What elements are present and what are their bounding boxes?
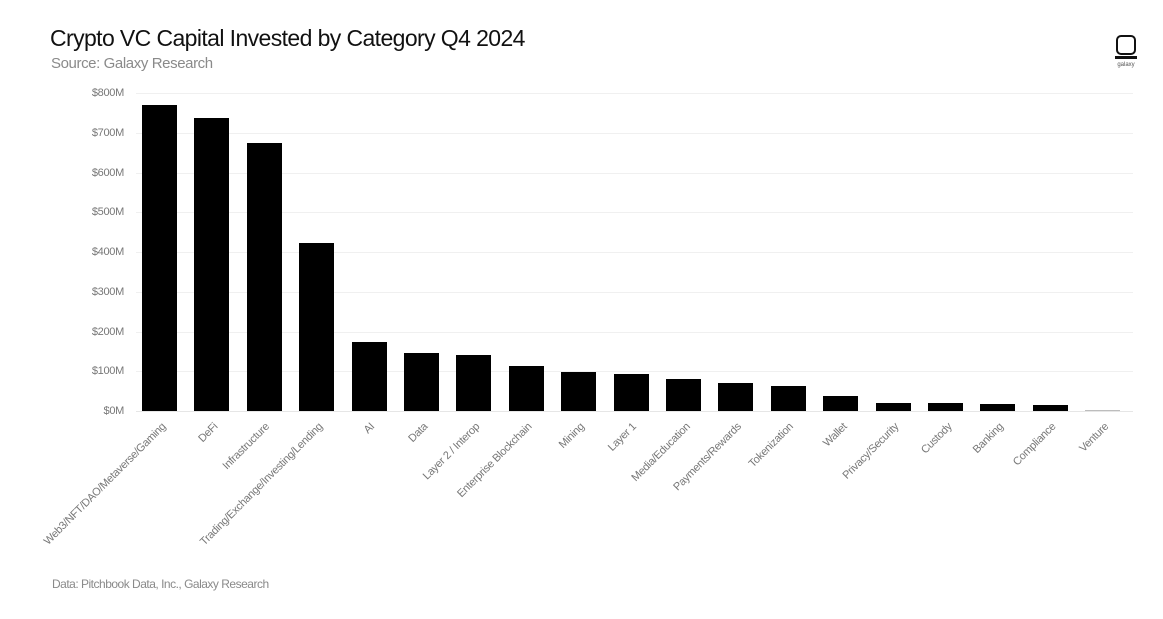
x-tick-label: Data	[405, 420, 430, 445]
gridline	[136, 371, 1133, 373]
y-tick-label: $700M	[91, 126, 124, 139]
y-tick-label: $600M	[91, 166, 124, 179]
bar-privacy-security	[875, 403, 911, 411]
galaxy-logo-icon	[1115, 35, 1137, 59]
bar-venture	[1085, 410, 1121, 411]
bar-layer-1	[613, 374, 649, 411]
y-tick-label: $800M	[91, 87, 124, 99]
x-tick-label: Privacy/Security	[840, 420, 902, 482]
x-tick-label: Infrastructure	[220, 420, 273, 473]
y-tick-label: $100M	[91, 365, 124, 378]
x-tick-label: DeFi	[196, 420, 221, 445]
chart-title: Crypto VC Capital Invested by Category Q…	[50, 25, 525, 51]
bar-data	[404, 352, 439, 411]
galaxy-logo: galaxy	[1110, 35, 1142, 68]
bar-ai	[351, 341, 387, 411]
x-tick-label: Trading/Exchange/Investing/Lending	[197, 420, 325, 549]
bar-payments-rewards	[718, 383, 754, 411]
gridline	[136, 252, 1133, 253]
y-tick-label: $400M	[91, 246, 124, 258]
x-tick-label: AI	[361, 420, 378, 437]
y-tick-label: $200M	[91, 325, 124, 338]
x-tick-label: Wallet	[820, 420, 850, 450]
chart-subtitle: Source: Galaxy Research	[51, 55, 213, 72]
gridline	[136, 132, 1133, 134]
x-tick-label: Custody	[918, 420, 955, 457]
bar-infrastructure	[246, 143, 282, 411]
gridline	[136, 93, 1133, 94]
bar-enterprise-blockchain	[508, 366, 544, 411]
gridline	[136, 331, 1133, 333]
bar-compliance	[1032, 404, 1068, 411]
bar-tokenization	[770, 386, 806, 411]
y-tick-label: $300M	[91, 285, 124, 298]
gridline	[136, 172, 1133, 174]
bar-web3-nft-dao-metaverse-gaming	[142, 104, 177, 411]
x-tick-label: Web3/NFT/DAO/Metaverse/Gaming	[41, 420, 168, 548]
x-tick-label: Compliance	[1011, 420, 1059, 469]
y-tick-label: $500M	[91, 206, 124, 219]
bar-custody	[928, 403, 963, 411]
x-tick-label: Banking	[970, 420, 1006, 456]
gridline	[136, 212, 1133, 214]
data-source-note: Data: Pitchbook Data, Inc., Galaxy Resea…	[52, 577, 269, 591]
x-tick-label: Venture	[1076, 420, 1111, 455]
gridline	[136, 291, 1133, 293]
x-tick-label: Mining	[556, 420, 587, 451]
x-tick-label: Layer 1	[605, 420, 639, 454]
y-tick-label: $0M	[103, 405, 125, 417]
bar-layer-2-interop	[456, 354, 492, 411]
bar-banking	[980, 403, 1016, 411]
bar-mining	[561, 372, 597, 411]
bar-trading-exchange-investing-lending	[299, 242, 335, 411]
bar-media-education	[666, 379, 701, 411]
x-axis-baseline	[136, 411, 1133, 412]
bar-defi	[194, 118, 230, 411]
logo-text: galaxy	[1117, 62, 1135, 68]
x-tick-label: Tokenization	[746, 420, 797, 470]
bar-wallet	[823, 395, 859, 411]
